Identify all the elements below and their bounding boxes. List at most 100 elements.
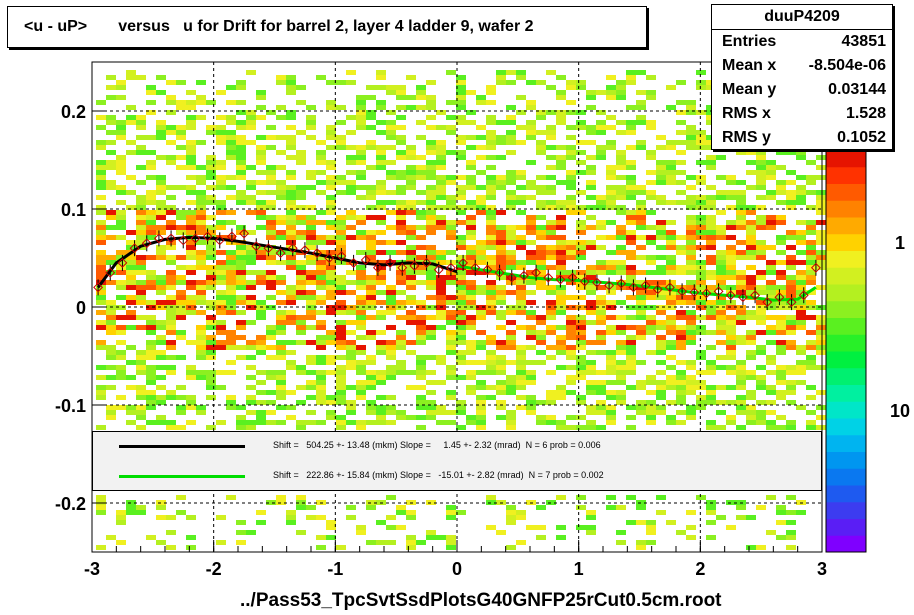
heatmap-cell — [136, 165, 146, 170]
heatmap-cell — [386, 375, 396, 380]
heatmap-cell — [146, 375, 156, 380]
heatmap-cell — [446, 505, 456, 510]
heatmap-cell — [536, 205, 546, 210]
heatmap-cell — [326, 165, 336, 170]
heatmap-cell — [346, 515, 356, 520]
heatmap-cell — [626, 270, 636, 275]
heatmap-cell — [466, 345, 476, 350]
heatmap-cell — [96, 375, 106, 380]
heatmap-cell — [606, 95, 616, 100]
heatmap-cell — [236, 80, 246, 85]
heatmap-cell — [546, 85, 556, 90]
heatmap-cell — [256, 245, 266, 250]
heatmap-cell — [546, 225, 556, 230]
heatmap-cell — [426, 315, 436, 320]
heatmap-cell — [506, 320, 516, 325]
heatmap-cell — [146, 315, 156, 320]
heatmap-cell — [506, 305, 516, 310]
heatmap-cell — [136, 315, 146, 320]
heatmap-cell — [646, 260, 656, 265]
heatmap-cell — [396, 525, 406, 530]
heatmap-cell — [246, 125, 256, 130]
heatmap-cell — [466, 225, 476, 230]
heatmap-cell — [376, 70, 386, 75]
heatmap-cell — [616, 350, 626, 355]
heatmap-cell — [516, 70, 526, 75]
heatmap-cell — [456, 245, 466, 250]
heatmap-cell — [756, 380, 766, 385]
heatmap-cell — [436, 160, 446, 165]
heatmap-cell — [366, 420, 376, 425]
heatmap-cell — [506, 310, 516, 315]
heatmap-cell — [116, 520, 126, 525]
heatmap-cell — [266, 305, 276, 310]
heatmap-cell — [376, 120, 386, 125]
heatmap-cell — [706, 165, 716, 170]
heatmap-cell — [676, 290, 686, 295]
heatmap-cell — [166, 300, 176, 305]
heatmap-cell — [716, 255, 726, 260]
heatmap-cell — [426, 270, 436, 275]
heatmap-cell — [576, 190, 586, 195]
heatmap-cell — [706, 505, 716, 510]
heatmap-cell — [616, 315, 626, 320]
heatmap-cell — [226, 260, 236, 265]
heatmap-cell — [306, 360, 316, 365]
heatmap-cell — [756, 315, 766, 320]
heatmap-cell — [616, 330, 626, 335]
heatmap-cell — [766, 295, 776, 300]
heatmap-cell — [626, 210, 636, 215]
heatmap-cell — [356, 300, 366, 305]
heatmap-cell — [96, 235, 106, 240]
heatmap-cell — [136, 285, 146, 290]
heatmap-cell — [326, 240, 336, 245]
palette-cell — [826, 200, 866, 218]
heatmap-cell — [216, 310, 226, 315]
heatmap-cell — [256, 90, 266, 95]
heatmap-cell — [276, 150, 286, 155]
heatmap-cell — [786, 380, 796, 385]
heatmap-cell — [496, 310, 506, 315]
heatmap-cell — [346, 330, 356, 335]
heatmap-cell — [486, 130, 496, 135]
heatmap-cell — [736, 225, 746, 230]
heatmap-cell — [296, 270, 306, 275]
heatmap-cell — [296, 530, 306, 535]
heatmap-cell — [516, 125, 526, 130]
heatmap-cell — [776, 370, 786, 375]
heatmap-cell — [806, 290, 816, 295]
heatmap-cell — [336, 415, 346, 420]
heatmap-cell — [776, 510, 786, 515]
heatmap-cell — [696, 175, 706, 180]
heatmap-cell — [486, 175, 496, 180]
heatmap-cell — [376, 165, 386, 170]
heatmap-cell — [506, 140, 516, 145]
heatmap-cell — [266, 225, 276, 230]
heatmap-cell — [416, 360, 426, 365]
heatmap-cell — [126, 385, 136, 390]
heatmap-cell — [336, 395, 346, 400]
heatmap-cell — [236, 120, 246, 125]
heatmap-cell — [126, 280, 136, 285]
heatmap-cell — [126, 300, 136, 305]
heatmap-cell — [286, 415, 296, 420]
stats-key: Mean x — [722, 57, 777, 74]
heatmap-cell — [666, 400, 676, 405]
heatmap-cell — [426, 265, 436, 270]
heatmap-cell — [216, 515, 226, 520]
heatmap-cell — [486, 245, 496, 250]
heatmap-cell — [596, 385, 606, 390]
heatmap-cell — [336, 375, 346, 380]
heatmap-cell — [526, 380, 536, 385]
heatmap-cell — [396, 365, 406, 370]
heatmap-cell — [126, 420, 136, 425]
heatmap-cell — [456, 205, 466, 210]
heatmap-cell — [786, 320, 796, 325]
heatmap-cell — [676, 420, 686, 425]
heatmap-cell — [96, 160, 106, 165]
heatmap-cell — [756, 255, 766, 260]
profile-point — [409, 257, 420, 274]
heatmap-cell — [706, 365, 716, 370]
heatmap-cell — [126, 240, 136, 245]
palette-cell — [826, 284, 866, 302]
